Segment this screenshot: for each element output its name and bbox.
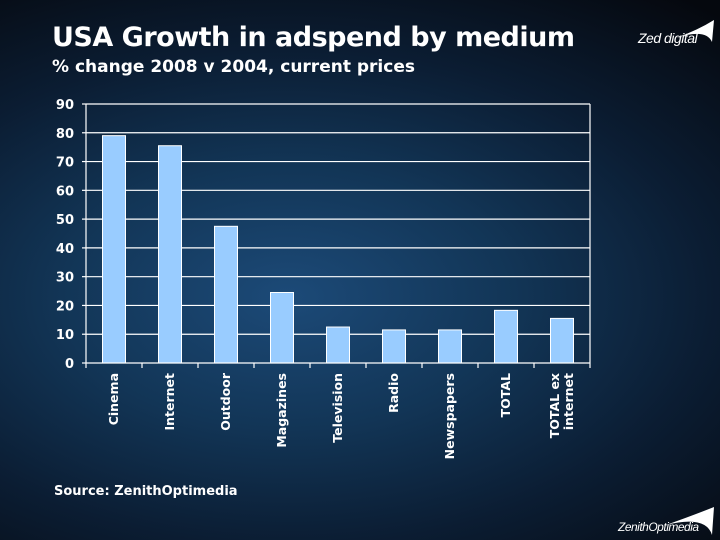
x-tick-label: Magazines: [274, 373, 289, 448]
swoosh-icon: [666, 507, 714, 535]
y-axis-ticks: 0 10 20 30 40 50 60 70 80 90: [56, 98, 86, 372]
bars: [102, 135, 574, 364]
bar-internet: [158, 145, 182, 364]
x-tick-label: Radio: [386, 373, 401, 413]
x-tick-label: Television: [330, 373, 345, 443]
zenithoptimedia-logo: ZenithOptimedia: [616, 505, 716, 539]
y-tick-label: 60: [56, 184, 74, 199]
y-tick-label: 70: [56, 156, 74, 171]
y-tick-label: 80: [56, 127, 74, 142]
bar-total-ex-internet: [550, 317, 574, 364]
x-tick-label: TOTAL: [498, 373, 513, 417]
swoosh-icon: [676, 20, 714, 42]
bar-magazines: [270, 291, 294, 364]
bar-outdoor: [214, 225, 238, 364]
zed-digital-logo: Zed digital: [636, 16, 716, 56]
x-tick-label: Cinema: [106, 373, 121, 425]
bar-cinema: [102, 135, 126, 364]
bar-newspapers: [438, 329, 462, 364]
chart-title: USA Growth in adspend by medium: [52, 22, 575, 53]
y-tick-label: 30: [56, 271, 74, 286]
y-tick-label: 50: [56, 213, 74, 228]
bar-chart: 0 10 20 30 40 50 60 70 80 90 Cinema Internet Outdoo…: [56, 98, 591, 459]
axes: [85, 104, 591, 368]
bar-television: [326, 326, 350, 364]
bar-total: [494, 309, 518, 364]
x-tick-label: Newspapers: [442, 373, 457, 459]
x-tick-label: TOTAL exinternet: [547, 373, 576, 438]
y-tick-label: 10: [56, 328, 74, 343]
zed-digital-logo-text: Zed digital: [638, 30, 698, 46]
bar-radio: [382, 329, 406, 364]
y-tick-label: 90: [56, 98, 74, 113]
y-tick-label: 0: [65, 357, 74, 372]
x-tick-label: Outdoor: [218, 372, 233, 431]
x-tick-label: Internet: [162, 373, 177, 431]
zenithoptimedia-logo-text: ZenithOptimedia: [618, 520, 699, 534]
x-axis-labels: Cinema Internet Outdoor Magazines Television…: [106, 372, 576, 459]
chart-subtitle: % change 2008 v 2004, current prices: [52, 57, 415, 77]
y-tick-label: 20: [56, 299, 74, 314]
y-tick-label: 40: [56, 242, 74, 257]
source-note: Source: ZenithOptimedia: [54, 484, 238, 499]
